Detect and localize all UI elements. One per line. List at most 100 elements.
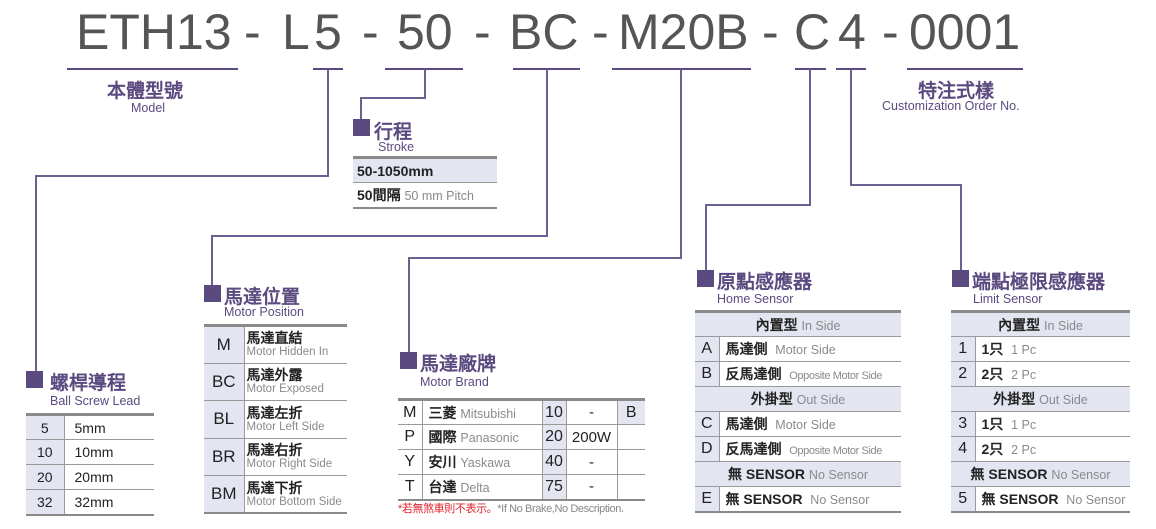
table-row: C 馬達側 Motor Side: [695, 411, 901, 437]
sensor-zh: 無 SENSOR: [725, 490, 803, 507]
stroke-range: 50-1050mm: [353, 157, 497, 183]
lead-value: 5mm: [74, 419, 106, 436]
stroke-title: 行程: [374, 122, 413, 143]
brand-power-code: 40: [545, 453, 563, 470]
brand-power: 200W: [571, 428, 612, 446]
code-segment: -: [592, 4, 609, 60]
position-zh: 馬達左折: [246, 404, 303, 421]
brand-zh: 台達: [428, 478, 457, 495]
table-row: 20 20mm: [26, 464, 154, 490]
note-en: *If No Brake,No Description.: [497, 503, 624, 515]
position-subtitle: Motor Position: [224, 305, 304, 319]
table-row: BC 馬達外露 Motor Exposed: [204, 363, 347, 401]
brand-zh: 三菱: [428, 404, 457, 421]
table-row: T 台達 Delta 75 -: [398, 474, 645, 500]
lead-code: 10: [36, 444, 53, 460]
sensor-en: Opposite Motor Side: [789, 445, 882, 457]
lead-value: 20mm: [74, 469, 114, 485]
sensor-code: A: [701, 340, 713, 357]
brand-power: -: [589, 453, 594, 471]
code-segment: BC: [509, 4, 579, 60]
home-marker-icon: [697, 270, 714, 287]
sensor-code: 3: [958, 415, 968, 432]
table-row: 50-1050mm: [353, 157, 497, 183]
sensor-code: 5: [958, 489, 968, 507]
code-segment: -: [474, 4, 491, 60]
position-code: BM: [211, 484, 237, 503]
code-segment: 0001: [909, 4, 1021, 60]
position-code: BC: [211, 371, 236, 391]
sensor-code: 2: [958, 365, 968, 382]
table-section-header: 內置型 In Side: [695, 311, 901, 337]
sensor-code: C: [700, 415, 713, 432]
sensor-group-en: Out Side: [796, 393, 846, 407]
table-row: 2 2只 2 Pc: [951, 361, 1130, 387]
sensor-code: E: [701, 489, 713, 507]
table-row: 3 1只 1 Pc: [951, 411, 1130, 437]
sensor-zh: 反馬達側: [725, 441, 782, 457]
code-segment: -: [244, 4, 261, 60]
brand-zh: 國際: [428, 429, 457, 445]
brand-code: P: [404, 428, 416, 445]
table-row: 10 10mm: [26, 439, 154, 465]
sensor-en: No Sensor: [810, 492, 870, 507]
limit-marker-icon: [952, 270, 969, 287]
sensor-code: D: [700, 440, 713, 457]
position-title: 馬達位置: [224, 287, 301, 308]
lead-value: 32mm: [74, 493, 114, 510]
table-row: E 無 SENSOR No Sensor: [695, 486, 901, 512]
lead-title: 螺桿導程: [50, 373, 127, 394]
position-en: Motor Exposed: [246, 383, 324, 396]
brand-power: -: [589, 478, 594, 496]
brand-note: *若無煞車則不表示。*If No Brake,No Description.: [398, 500, 624, 516]
stroke-table: 50-1050mm 50間隔 50 mm Pitch: [353, 156, 497, 209]
table-row: 50間隔 50 mm Pitch: [353, 182, 497, 208]
position-en: Motor Bottom Side: [246, 495, 342, 508]
sensor-group-en: Out Side: [1039, 393, 1088, 407]
position-code: BL: [213, 409, 235, 429]
custom-title: 特注式樣: [918, 81, 995, 102]
code-segment: 5: [314, 4, 342, 60]
code-segment: -: [362, 4, 379, 60]
brand-en: Panasonic: [460, 431, 519, 445]
sensor-group-zh: 內置型: [998, 316, 1041, 333]
sensor-group-zh: 無 SENSOR: [970, 466, 1048, 482]
position-en: Motor Hidden In: [246, 346, 329, 359]
position-zh: 馬達直結: [246, 330, 303, 347]
stroke-marker-icon: [353, 119, 370, 136]
code-segment: ETH13: [76, 4, 232, 60]
brand-en: Delta: [460, 480, 490, 495]
brand-power-code: 75: [545, 477, 563, 495]
sensor-group-en: In Side: [1043, 318, 1083, 333]
table-row: Y 安川 Yaskawa 40 -: [398, 449, 645, 475]
brand-power: -: [589, 404, 594, 421]
sensor-en: 2 Pc: [1011, 368, 1037, 382]
brand-code: T: [404, 477, 415, 495]
table-row: M 馬達直結 Motor Hidden In: [204, 325, 347, 364]
position-en: Motor Right Side: [246, 458, 333, 471]
table-section-header: 外掛型 Out Side: [695, 386, 901, 412]
sensor-en: Motor Side: [775, 418, 836, 432]
table-row: 32 32mm: [26, 489, 154, 515]
code-segment: M20B: [618, 4, 749, 60]
stroke-pitch-en: 50 mm Pitch: [404, 188, 474, 203]
sensor-zh: 反馬達側: [725, 366, 782, 382]
model-subtitle: Model: [131, 101, 166, 115]
code-segment: C: [794, 4, 831, 60]
table-section-header: 無 SENSOR No Sensor: [951, 461, 1130, 487]
limit-title: 端點極限感應器: [972, 272, 1106, 293]
sensor-group-en: No Sensor: [808, 468, 868, 482]
position-table: M 馬達直結 Motor Hidden In BC 馬達外露 Motor Exposed B…: [204, 324, 347, 514]
sensor-en: No Sensor: [1066, 492, 1126, 507]
sensor-en: 2 Pc: [1011, 443, 1037, 457]
sensor-group-zh: 外掛型: [993, 391, 1036, 407]
code-segment: L: [282, 4, 310, 60]
sensor-group-zh: 內置型: [755, 316, 798, 333]
code-segment: 4: [838, 4, 866, 60]
sensor-zh: 1只: [981, 341, 1004, 357]
underline-model: [67, 68, 238, 70]
position-zh: 馬達外露: [246, 367, 303, 384]
sensor-en: 1 Pc: [1011, 343, 1037, 357]
stroke-subtitle: Stroke: [378, 140, 415, 154]
sensor-en: Opposite Motor Side: [789, 370, 882, 382]
